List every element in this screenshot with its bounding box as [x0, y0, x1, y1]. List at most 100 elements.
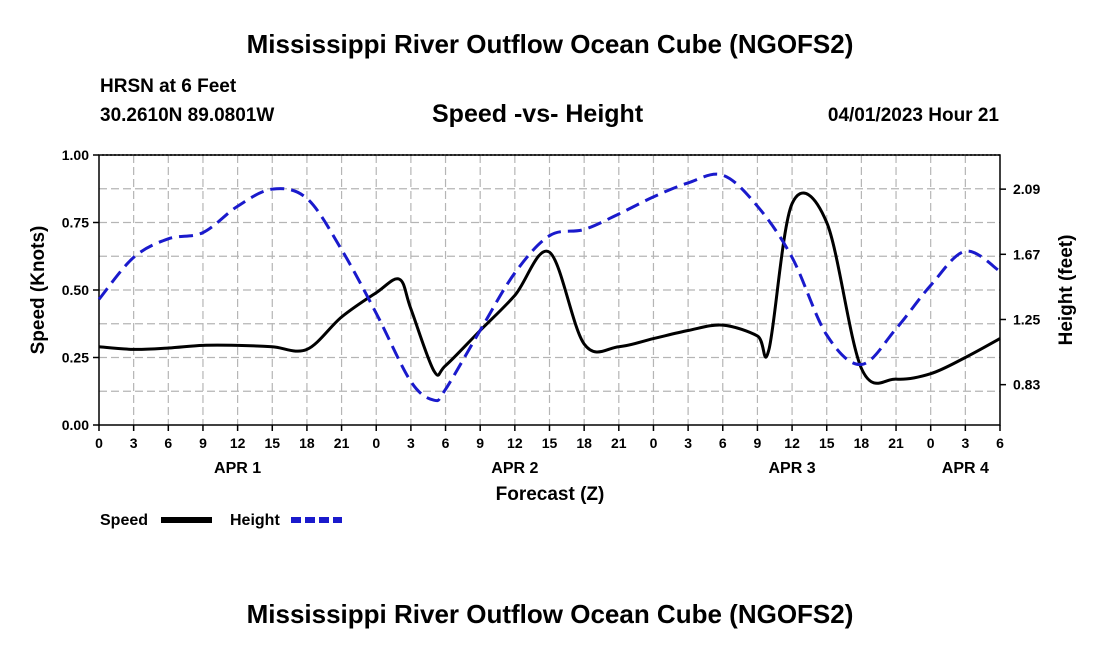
top-border-dot — [234, 154, 236, 156]
x-tick-label: 12 — [230, 435, 246, 451]
x-tick-label: 12 — [784, 435, 800, 451]
top-border-dot — [774, 154, 776, 156]
top-border-dot — [170, 154, 172, 156]
top-border-dot — [594, 154, 596, 156]
x-tick-label: 21 — [334, 435, 350, 451]
top-border-dot — [250, 154, 252, 156]
x-tick-label: 21 — [888, 435, 904, 451]
top-border-dot — [354, 154, 356, 156]
top-border-dot — [546, 154, 548, 156]
top-border-dot — [430, 154, 432, 156]
top-border-dot — [846, 154, 848, 156]
top-border-dot — [714, 154, 716, 156]
top-border-dot — [894, 154, 896, 156]
top-border-dot — [678, 154, 680, 156]
top-border-dot — [654, 154, 656, 156]
chart-subtitle: Speed -vs- Height — [432, 100, 644, 128]
y2-tick-label: 1.67 — [1013, 246, 1040, 262]
top-border-dot — [138, 154, 140, 156]
top-border-dot — [210, 154, 212, 156]
top-border-dot — [942, 154, 944, 156]
top-border-dot — [758, 154, 760, 156]
y2-axis-label: Height (feet) — [1056, 235, 1077, 346]
top-border-dot — [662, 154, 664, 156]
day-label: APR 4 — [942, 460, 989, 477]
top-border-dot — [202, 154, 204, 156]
top-border-dots — [102, 154, 1000, 156]
top-border-dot — [130, 154, 132, 156]
top-border-dot — [238, 154, 240, 156]
top-border-dot — [566, 154, 568, 156]
top-border-dot — [458, 154, 460, 156]
top-border-dot — [186, 154, 188, 156]
top-border-dot — [214, 154, 216, 156]
x-tick-label: 0 — [650, 435, 658, 451]
top-border-dot — [614, 154, 616, 156]
top-border-dot — [726, 154, 728, 156]
top-border-dot — [562, 154, 564, 156]
top-border-dot — [270, 154, 272, 156]
top-border-dot — [822, 154, 824, 156]
top-border-dot — [982, 154, 984, 156]
top-border-dot — [258, 154, 260, 156]
x-tick-label: 6 — [996, 435, 1004, 451]
top-border-dot — [658, 154, 660, 156]
top-border-dot — [622, 154, 624, 156]
top-border-dot — [490, 154, 492, 156]
top-border-dot — [762, 154, 764, 156]
top-border-dot — [630, 154, 632, 156]
top-border-dot — [974, 154, 976, 156]
top-border-dot — [970, 154, 972, 156]
x-tick-label: 15 — [542, 435, 558, 451]
footer-title: Mississippi River Outflow Ocean Cube (NG… — [246, 599, 854, 629]
y-axis-label: Speed (Knots) — [28, 226, 49, 355]
top-border-dot — [998, 154, 1000, 156]
top-border-dot — [826, 154, 828, 156]
top-border-dot — [278, 154, 280, 156]
top-border-dot — [962, 154, 964, 156]
top-border-dot — [390, 154, 392, 156]
top-border-dot — [474, 154, 476, 156]
top-border-dot — [590, 154, 592, 156]
station-label: HRSN at 6 Feet — [100, 76, 237, 97]
top-border-dot — [866, 154, 868, 156]
day-labels: APR 1 APR 2 APR 3 APR 4 — [214, 460, 989, 477]
top-border-dot — [370, 154, 372, 156]
top-border-dot — [902, 154, 904, 156]
top-border-dot — [306, 154, 308, 156]
forecast-datetime: 04/01/2023 Hour 21 — [827, 105, 999, 126]
top-border-dot — [734, 154, 736, 156]
y-tick-label: 0.00 — [62, 417, 89, 433]
x-tick-label: 6 — [442, 435, 450, 451]
top-border-dot — [754, 154, 756, 156]
top-border-dot — [518, 154, 520, 156]
top-border-dot — [274, 154, 276, 156]
top-border-dot — [314, 154, 316, 156]
top-border-dot — [302, 154, 304, 156]
x-tick-label: 15 — [819, 435, 835, 451]
top-border-dot — [334, 154, 336, 156]
top-border-dot — [174, 154, 176, 156]
top-border-dot — [162, 154, 164, 156]
top-border-dot — [466, 154, 468, 156]
top-border-dot — [954, 154, 956, 156]
top-border-dot — [602, 154, 604, 156]
data-series — [97, 172, 1001, 403]
top-border-dot — [882, 154, 884, 156]
top-border-dot — [402, 154, 404, 156]
top-border-dot — [886, 154, 888, 156]
top-border-dot — [914, 154, 916, 156]
top-border-dot — [750, 154, 752, 156]
top-border-dot — [990, 154, 992, 156]
x-tick-label: 0 — [95, 435, 103, 451]
top-border-dot — [530, 154, 532, 156]
top-border-dot — [422, 154, 424, 156]
top-border-dot — [802, 154, 804, 156]
station-coordinates: 30.2610N 89.0801W — [100, 105, 275, 126]
top-border-dot — [498, 154, 500, 156]
top-border-dot — [806, 154, 808, 156]
y2-tick-label: 2.09 — [1013, 181, 1040, 197]
day-label: APR 2 — [491, 460, 538, 477]
top-border-dot — [358, 154, 360, 156]
top-border-dot — [686, 154, 688, 156]
